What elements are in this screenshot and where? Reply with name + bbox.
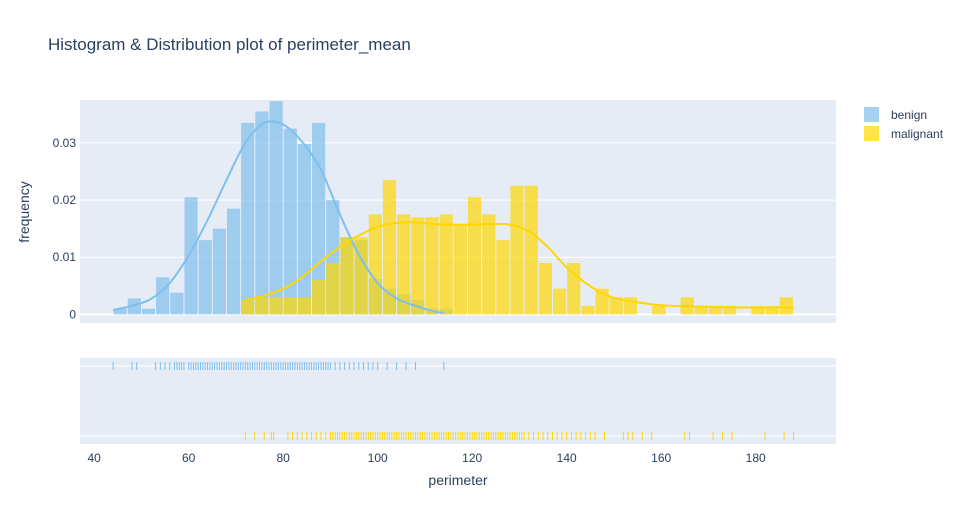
legend-label-benign[interactable]: benign: [891, 108, 927, 122]
histogram-bar-malignant[interactable]: [581, 305, 595, 315]
histogram-bar-benign[interactable]: [127, 298, 141, 315]
x-tick-label: 120: [462, 451, 482, 465]
histogram-bar-malignant[interactable]: [425, 217, 439, 315]
histogram-bar-benign[interactable]: [184, 197, 198, 315]
histogram-bar-malignant[interactable]: [538, 262, 552, 315]
y-tick-label: 0.03: [53, 136, 77, 150]
histogram-bar-malignant[interactable]: [751, 305, 765, 315]
histogram-bar-malignant[interactable]: [609, 297, 623, 315]
chart-title: Histogram & Distribution plot of perimet…: [48, 35, 411, 54]
histogram-bar-malignant[interactable]: [255, 297, 269, 315]
histogram-bar-benign[interactable]: [170, 292, 184, 315]
histogram-bar-malignant[interactable]: [524, 185, 538, 315]
histogram-bar-malignant[interactable]: [241, 300, 255, 315]
histogram-bar-benign[interactable]: [141, 308, 156, 315]
y-tick-label: 0: [69, 307, 76, 321]
histogram-bar-malignant[interactable]: [482, 214, 496, 315]
histogram-bar-malignant[interactable]: [496, 240, 510, 315]
histogram-bar-malignant[interactable]: [553, 288, 567, 315]
histogram-bar-malignant[interactable]: [510, 185, 524, 315]
histogram-bar-benign[interactable]: [283, 128, 297, 315]
histogram-bar-malignant[interactable]: [368, 214, 382, 315]
legend-item-malignant[interactable]: malignant: [864, 126, 944, 141]
legend[interactable]: benign malignant: [864, 107, 944, 141]
legend-label-malignant[interactable]: malignant: [891, 127, 944, 141]
legend-swatch-malignant[interactable]: [864, 126, 879, 141]
y-tick-label: 0.02: [53, 193, 77, 207]
kde-curve-malignant[interactable]: [245, 221, 794, 309]
histogram-bar-benign[interactable]: [113, 308, 127, 315]
histogram-bar-malignant[interactable]: [269, 297, 283, 315]
histogram-bar-malignant[interactable]: [354, 237, 368, 315]
x-tick-label: 100: [368, 451, 388, 465]
histogram-bar-malignant[interactable]: [382, 180, 397, 315]
histogram-bar-malignant[interactable]: [652, 305, 666, 315]
y-tick-label: 0.01: [53, 250, 77, 264]
histogram-bar-malignant[interactable]: [723, 305, 737, 315]
histogram-bar-benign[interactable]: [156, 277, 170, 315]
histogram-bar-malignant[interactable]: [297, 297, 312, 315]
histogram-bar-benign[interactable]: [198, 240, 212, 315]
histogram-bar-malignant[interactable]: [765, 305, 779, 315]
histogram-bar-benign[interactable]: [297, 144, 312, 315]
histogram-bar-benign[interactable]: [255, 111, 269, 315]
kde-curve-benign[interactable]: [112, 120, 444, 314]
histogram-bar-malignant[interactable]: [411, 217, 425, 315]
x-axis-ticks: 40 60 80 100 120 140 160 180: [87, 451, 766, 465]
legend-item-benign[interactable]: benign: [864, 107, 927, 122]
x-tick-label: 60: [182, 451, 196, 465]
kde-curves[interactable]: [112, 120, 794, 314]
x-tick-label: 160: [651, 451, 671, 465]
x-axis-title: perimeter: [428, 472, 487, 488]
rug-marks[interactable]: [112, 362, 794, 440]
histogram-bar-malignant[interactable]: [694, 305, 708, 315]
histogram-bar-malignant[interactable]: [312, 280, 326, 315]
histogram-bar-malignant[interactable]: [467, 197, 482, 315]
histogram-bar-benign[interactable]: [226, 208, 241, 315]
legend-swatch-benign[interactable]: [864, 107, 879, 122]
x-tick-label: 180: [746, 451, 766, 465]
rug-plot-area: [80, 358, 836, 444]
histogram-bar-malignant[interactable]: [283, 297, 297, 315]
histogram-bar-malignant[interactable]: [397, 214, 411, 315]
histogram-bar-benign[interactable]: [241, 122, 255, 315]
histogram-bar-benign[interactable]: [212, 228, 226, 315]
histogram-bar-malignant[interactable]: [326, 262, 340, 315]
y-axis-title: frequency: [16, 181, 32, 242]
histogram-bar-malignant[interactable]: [340, 237, 354, 315]
histogram-bar-malignant[interactable]: [708, 305, 723, 315]
x-tick-label: 40: [87, 451, 101, 465]
histogram-bar-malignant[interactable]: [439, 214, 453, 315]
x-tick-label: 80: [276, 451, 290, 465]
x-tick-label: 140: [557, 451, 577, 465]
histogram-bar-malignant[interactable]: [453, 225, 467, 315]
histogram-bar-malignant[interactable]: [779, 297, 793, 315]
histogram-bar-benign[interactable]: [269, 101, 283, 315]
y-axis-ticks: 0 0.01 0.02 0.03: [53, 136, 77, 322]
